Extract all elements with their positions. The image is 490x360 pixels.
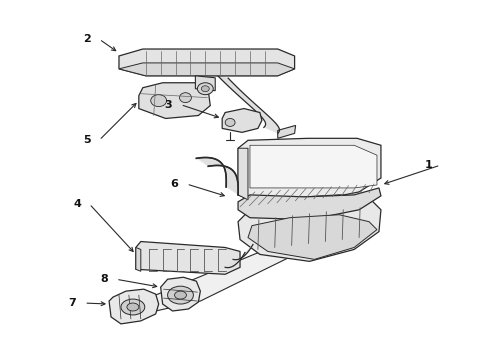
Ellipse shape bbox=[151, 95, 167, 107]
Polygon shape bbox=[238, 138, 381, 202]
Polygon shape bbox=[222, 109, 262, 132]
Text: 8: 8 bbox=[100, 274, 108, 284]
Polygon shape bbox=[196, 158, 238, 195]
Polygon shape bbox=[109, 289, 159, 324]
Text: 6: 6 bbox=[171, 179, 178, 189]
Ellipse shape bbox=[197, 83, 213, 95]
Ellipse shape bbox=[168, 286, 194, 304]
Polygon shape bbox=[119, 49, 294, 76]
Polygon shape bbox=[238, 148, 248, 200]
Polygon shape bbox=[225, 244, 253, 267]
Text: 3: 3 bbox=[165, 100, 172, 109]
Ellipse shape bbox=[201, 86, 209, 92]
Polygon shape bbox=[119, 63, 294, 76]
Polygon shape bbox=[248, 215, 377, 260]
Text: 1: 1 bbox=[425, 160, 433, 170]
Polygon shape bbox=[278, 125, 295, 138]
Polygon shape bbox=[238, 188, 381, 220]
Polygon shape bbox=[238, 195, 381, 261]
Ellipse shape bbox=[121, 299, 145, 315]
Polygon shape bbox=[139, 83, 210, 118]
Ellipse shape bbox=[225, 118, 235, 126]
Ellipse shape bbox=[179, 93, 192, 103]
Text: 7: 7 bbox=[69, 298, 76, 308]
Text: 2: 2 bbox=[83, 34, 91, 44]
Ellipse shape bbox=[127, 303, 139, 311]
Text: 4: 4 bbox=[74, 199, 81, 209]
Ellipse shape bbox=[174, 291, 187, 299]
Text: 5: 5 bbox=[83, 135, 91, 145]
Polygon shape bbox=[136, 242, 240, 274]
Polygon shape bbox=[161, 277, 200, 311]
Polygon shape bbox=[250, 145, 377, 188]
Polygon shape bbox=[214, 72, 279, 133]
Polygon shape bbox=[151, 238, 310, 311]
Polygon shape bbox=[196, 76, 215, 91]
Polygon shape bbox=[136, 247, 141, 271]
